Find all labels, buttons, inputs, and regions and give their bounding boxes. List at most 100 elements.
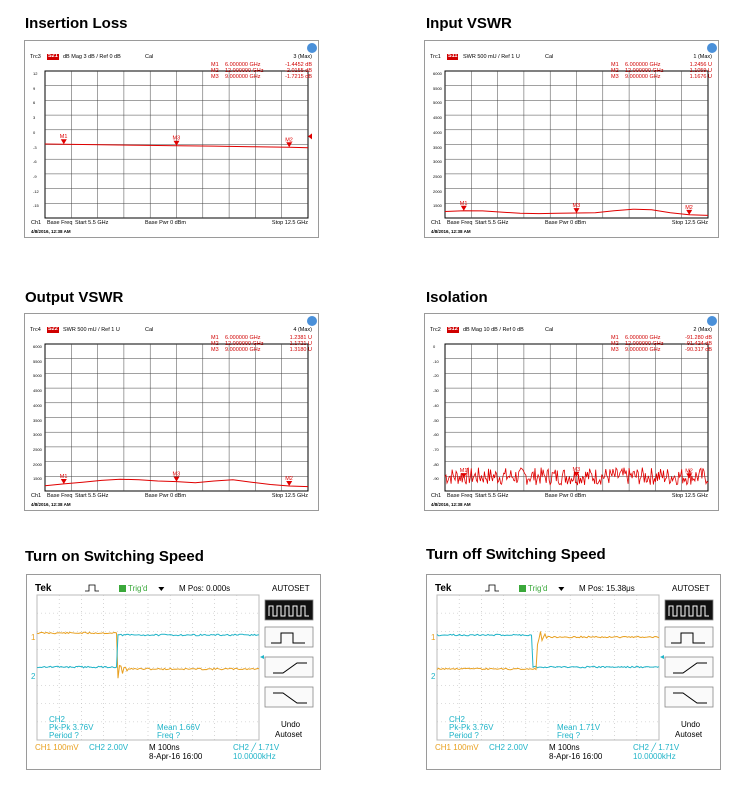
marker-table-freq: 9.000000 GHz [625,74,661,80]
trace-param: S21 [47,53,59,60]
marker-table-name: M3 [211,347,219,353]
single-pulse-icon [671,632,705,644]
y-tick-label: -30 [433,388,439,394]
vna-input-vswr-screen: M1 M3 M2 Trc1 S11 SWR 500 mU / Ref 1 U Cal 1 (M… [424,40,719,238]
ch1-scale: CH1 100mV [435,743,479,752]
trace-format: SWR 500 mU / Ref 1 U [63,327,120,333]
meas-mean: Mean 1.66V [157,723,201,732]
trigger-level: CH2 ╱ 1.71V [633,743,680,752]
marker-table-name: M1 [211,335,219,341]
square-wave-icon [268,605,309,617]
y-tick-label: 2500 [33,446,42,452]
trace-max: 2 (Max) [693,327,712,333]
square-wave-icon [668,605,709,617]
title-turn-on: Turn on Switching Speed [25,548,204,565]
marker-triangle [60,139,67,145]
meas-freq: Freq ? [557,731,581,740]
title-output-vswr: Output VSWR [25,289,124,306]
y-tick-label: -80 [433,461,439,467]
trigger-level-arrow-icon [660,655,664,659]
marker-triangle [173,476,180,482]
undo-label: Undo [281,720,301,729]
y-tick-label: -15 [33,203,39,209]
y-tick-label: 9 [33,85,36,91]
y-tick-label: 3500 [433,144,442,150]
tek-logo: Tek [35,583,52,594]
scope-svg [436,584,714,741]
y-tick-label: -12 [33,188,39,194]
m-pos: M Pos: 0.000s [179,584,231,593]
footer-base-pwr: Base Pwr 0 dBm [145,220,186,226]
meas-ch2: CH2 [449,715,466,724]
marker-triangle [573,471,580,477]
footer-date: 4/8/2016, 12:38 AM [431,229,471,234]
marker-table-value: -91.424 dB [685,341,712,347]
marker-table-freq: 9.000000 GHz [625,347,661,353]
footer-base-pwr: Base Pwr 0 dBm [145,493,186,499]
title-insertion-loss: Insertion Loss [25,15,128,32]
y-tick-label: 5500 [33,358,42,364]
marker-triangle [686,473,693,479]
footer-start: Start 5.5 GHz [475,220,509,226]
scope-svg [36,584,314,741]
trig-status: Trig'd [128,584,148,593]
trace-id: Trc3 [30,54,41,60]
trace-format: dB Mag 3 dB / Ref 0 dB [63,54,121,60]
trigger-pos-arrow-icon [158,587,165,591]
trace-id: Trc2 [430,327,441,333]
vna-insertion-loss-screen: M1 M3 M2 Trc3 S21 dB Mag 3 dB / Ref 0 dB Cal 3 … [24,40,319,238]
y-tick-label: 1500 [33,476,42,482]
footer-channel: Ch1 [431,493,442,499]
meas-ch2: CH2 [49,715,66,724]
meas-mean: Mean 1.71V [557,723,601,732]
y-tick-label: 6000 [433,71,442,76]
footer-date: 4/8/2016, 12:38 AM [431,502,471,507]
rs-logo-icon [307,316,317,326]
rs-logo-icon [307,43,317,53]
trace-max: 3 (Max) [293,54,312,60]
marker-table-value: 1.1059 U [689,68,712,74]
scope-turn-off-screen: Tek Trig'd M Pos: 15.38μs AUTOSET Undo Autose… [426,574,721,770]
marker-table-value: -90.317 dB [685,347,712,353]
cal-label: Cal [145,327,154,333]
marker-table-name: M3 [211,74,219,80]
trigger-freq: 10.0000kHz [233,752,276,761]
y-tick-label: 0 [433,344,436,349]
marker-table-freq: 6.000000 GHz [625,62,661,68]
falling-edge-icon [273,692,307,704]
trace-max: 4 (Max) [293,327,312,333]
footer-date: 4/8/2016, 12:38 AM [31,502,71,507]
marker-table-freq: 12.000000 GHz [225,68,264,74]
y-tick-label: -10 [433,358,439,364]
marker-table-freq: 12.000000 GHz [625,68,664,74]
rs-logo-icon [707,43,717,53]
trig-indicator-icon [119,585,126,592]
footer-stop: Stop 12.5 GHz [271,220,308,226]
ch2-waveform [436,633,660,669]
y-tick-label: -9 [33,173,37,179]
footer-base-pwr: Base Pwr 0 dBm [545,493,586,499]
pulse-icon [85,584,99,592]
y-tick-label: -90 [433,476,439,482]
rs-logo-icon [707,316,717,326]
vna-output-vswr-screen: M1 M3 M2 Trc4 S22 SWR 500 mU / Ref 1 U Cal 4 (M… [24,313,319,511]
marker-table-value: 1.1676 U [689,74,712,80]
meas-pkpk: Pk-Pk 3.76V [449,723,494,732]
y-tick-label: 3500 [33,417,42,423]
ch2-marker: 2 [31,672,36,681]
marker-table-freq: 12.000000 GHz [625,341,664,347]
cal-label: Cal [545,54,554,60]
time-scale: M 100ns [549,743,580,752]
marker-table-value: 1.2456 U [689,62,712,68]
marker-table-name: M1 [611,62,619,68]
marker-table-value: 1.1721 U [289,341,312,347]
pulse-icon [485,584,499,592]
marker-table-name: M2 [611,341,619,347]
cal-label: Cal [545,327,554,333]
footer-stop: Stop 12.5 GHz [671,220,708,226]
trace-param: S12 [447,326,459,333]
y-tick-label: -60 [433,432,439,438]
